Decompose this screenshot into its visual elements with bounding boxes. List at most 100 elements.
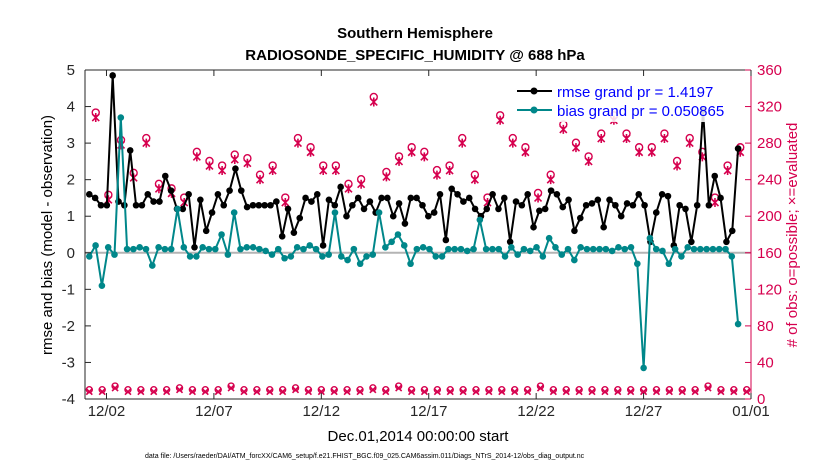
y-right-tick-label: 360 [757, 62, 782, 79]
rmse-point [161, 172, 169, 180]
rmse-point [489, 190, 496, 198]
rmse-point [623, 200, 631, 207]
bias-point [382, 243, 389, 251]
y-right-tick-label: 280 [757, 135, 782, 152]
rmse-point [571, 227, 578, 235]
obs-low-evaluated-marker [369, 386, 377, 394]
bias-point [438, 253, 446, 260]
obs-low-evaluated-marker [459, 388, 467, 396]
rmse-point [454, 190, 461, 198]
rmse-point [448, 185, 455, 193]
obs-low-evaluated-marker [330, 388, 338, 396]
rmse-point [319, 242, 327, 249]
rmse-point [723, 238, 730, 246]
obs-low-evaluated-marker [743, 388, 751, 396]
y-axis-right-label: # of obs: o=possible; ×=evaluated [784, 123, 801, 348]
obs-evaluated-marker [344, 184, 353, 194]
bias-point [495, 245, 503, 253]
obs-low-evaluated-marker [588, 388, 596, 396]
obs-low-evaluated-marker [343, 388, 351, 396]
rmse-point [267, 201, 274, 209]
obs-evaluated-marker [255, 175, 265, 185]
bias-point [734, 320, 742, 328]
obs-low-evaluated-marker [163, 388, 171, 396]
obs-evaluated-marker [559, 124, 568, 134]
bias-point [520, 245, 528, 253]
bias-point [665, 260, 673, 268]
bias-point [564, 245, 572, 253]
rmse-point [290, 229, 298, 236]
bias-point [369, 251, 377, 258]
bias-point [558, 251, 566, 258]
obs-low-evaluated-marker [614, 388, 622, 396]
obs-evaluated-marker [458, 138, 467, 148]
legend-bias-label: bias grand pr = 0.050865 [557, 103, 724, 120]
rmse-point [132, 201, 140, 209]
rmse-point [343, 212, 350, 220]
obs-low-evaluated-marker [678, 388, 686, 396]
bias-point [463, 247, 471, 255]
obs-evaluated-marker [571, 143, 581, 153]
obs-evaluated-marker [306, 147, 315, 157]
obs-evaluated-marker [470, 175, 479, 185]
rmse-point [565, 196, 572, 204]
legend-rmse-marker [530, 87, 538, 95]
bias-point [312, 245, 320, 253]
rmse-point [249, 201, 257, 209]
bias-point [205, 245, 213, 253]
obs-low-evaluated-marker [291, 386, 300, 394]
obs-low-evaluated-marker [382, 388, 390, 396]
bias-point [104, 243, 112, 251]
bias-point [671, 245, 679, 253]
legend: rmse grand pr = 1.4197 bias grand pr = 0… [514, 80, 738, 122]
rmse-point [541, 205, 549, 213]
obs-count-group [85, 92, 751, 396]
bias-point [596, 245, 603, 253]
rmse-point [483, 205, 491, 213]
bias-point [344, 256, 351, 264]
rmse-point [530, 223, 537, 231]
bias-point [281, 254, 288, 262]
obs-evaluated-marker [420, 152, 429, 162]
obs-low-evaluated-marker [498, 388, 506, 396]
rmse-point [261, 201, 268, 209]
rmse-point [138, 201, 146, 209]
obs-low-evaluated-marker [304, 388, 312, 396]
bias-point [268, 251, 276, 258]
bias-point [319, 253, 326, 260]
y-right-tick-label: 320 [757, 99, 782, 116]
obs-low-evaluated-marker [536, 384, 545, 392]
bias-point [621, 245, 629, 253]
bias-point [111, 251, 118, 258]
bias-point [589, 245, 597, 253]
bias-point [413, 245, 421, 253]
bias-point [325, 251, 332, 258]
rmse-point [126, 147, 134, 154]
bias-point [130, 245, 137, 253]
obs-evaluated-marker [635, 147, 644, 157]
rmse-point [547, 187, 555, 194]
rmse-point [237, 187, 245, 194]
obs-evaluated-marker [91, 113, 100, 123]
obs-low-evaluated-marker [575, 388, 583, 396]
obs-evaluated-marker [685, 138, 694, 148]
bias-point [470, 245, 477, 253]
obs-evaluated-marker [445, 166, 454, 176]
y-right-tick-label: 0 [757, 391, 765, 408]
rmse-point [389, 212, 397, 220]
obs-evaluated-marker [192, 152, 201, 162]
y-left-tick-label: 1 [67, 208, 75, 225]
bias-point [211, 245, 219, 253]
rmse-point [641, 201, 648, 209]
chart-subtitle: RADIOSONDE_SPECIFIC_HUMIDITY @ 688 hPa [245, 47, 585, 64]
rmse-point [401, 220, 409, 227]
rmse-point [442, 236, 450, 244]
y-left-tick-label: 0 [67, 245, 75, 262]
rmse-point [354, 194, 362, 202]
rmse-point [635, 190, 643, 198]
rmse-point [296, 214, 304, 222]
bias-point [155, 243, 162, 251]
obs-evaluated-marker [432, 170, 442, 180]
bias-point [583, 245, 591, 253]
